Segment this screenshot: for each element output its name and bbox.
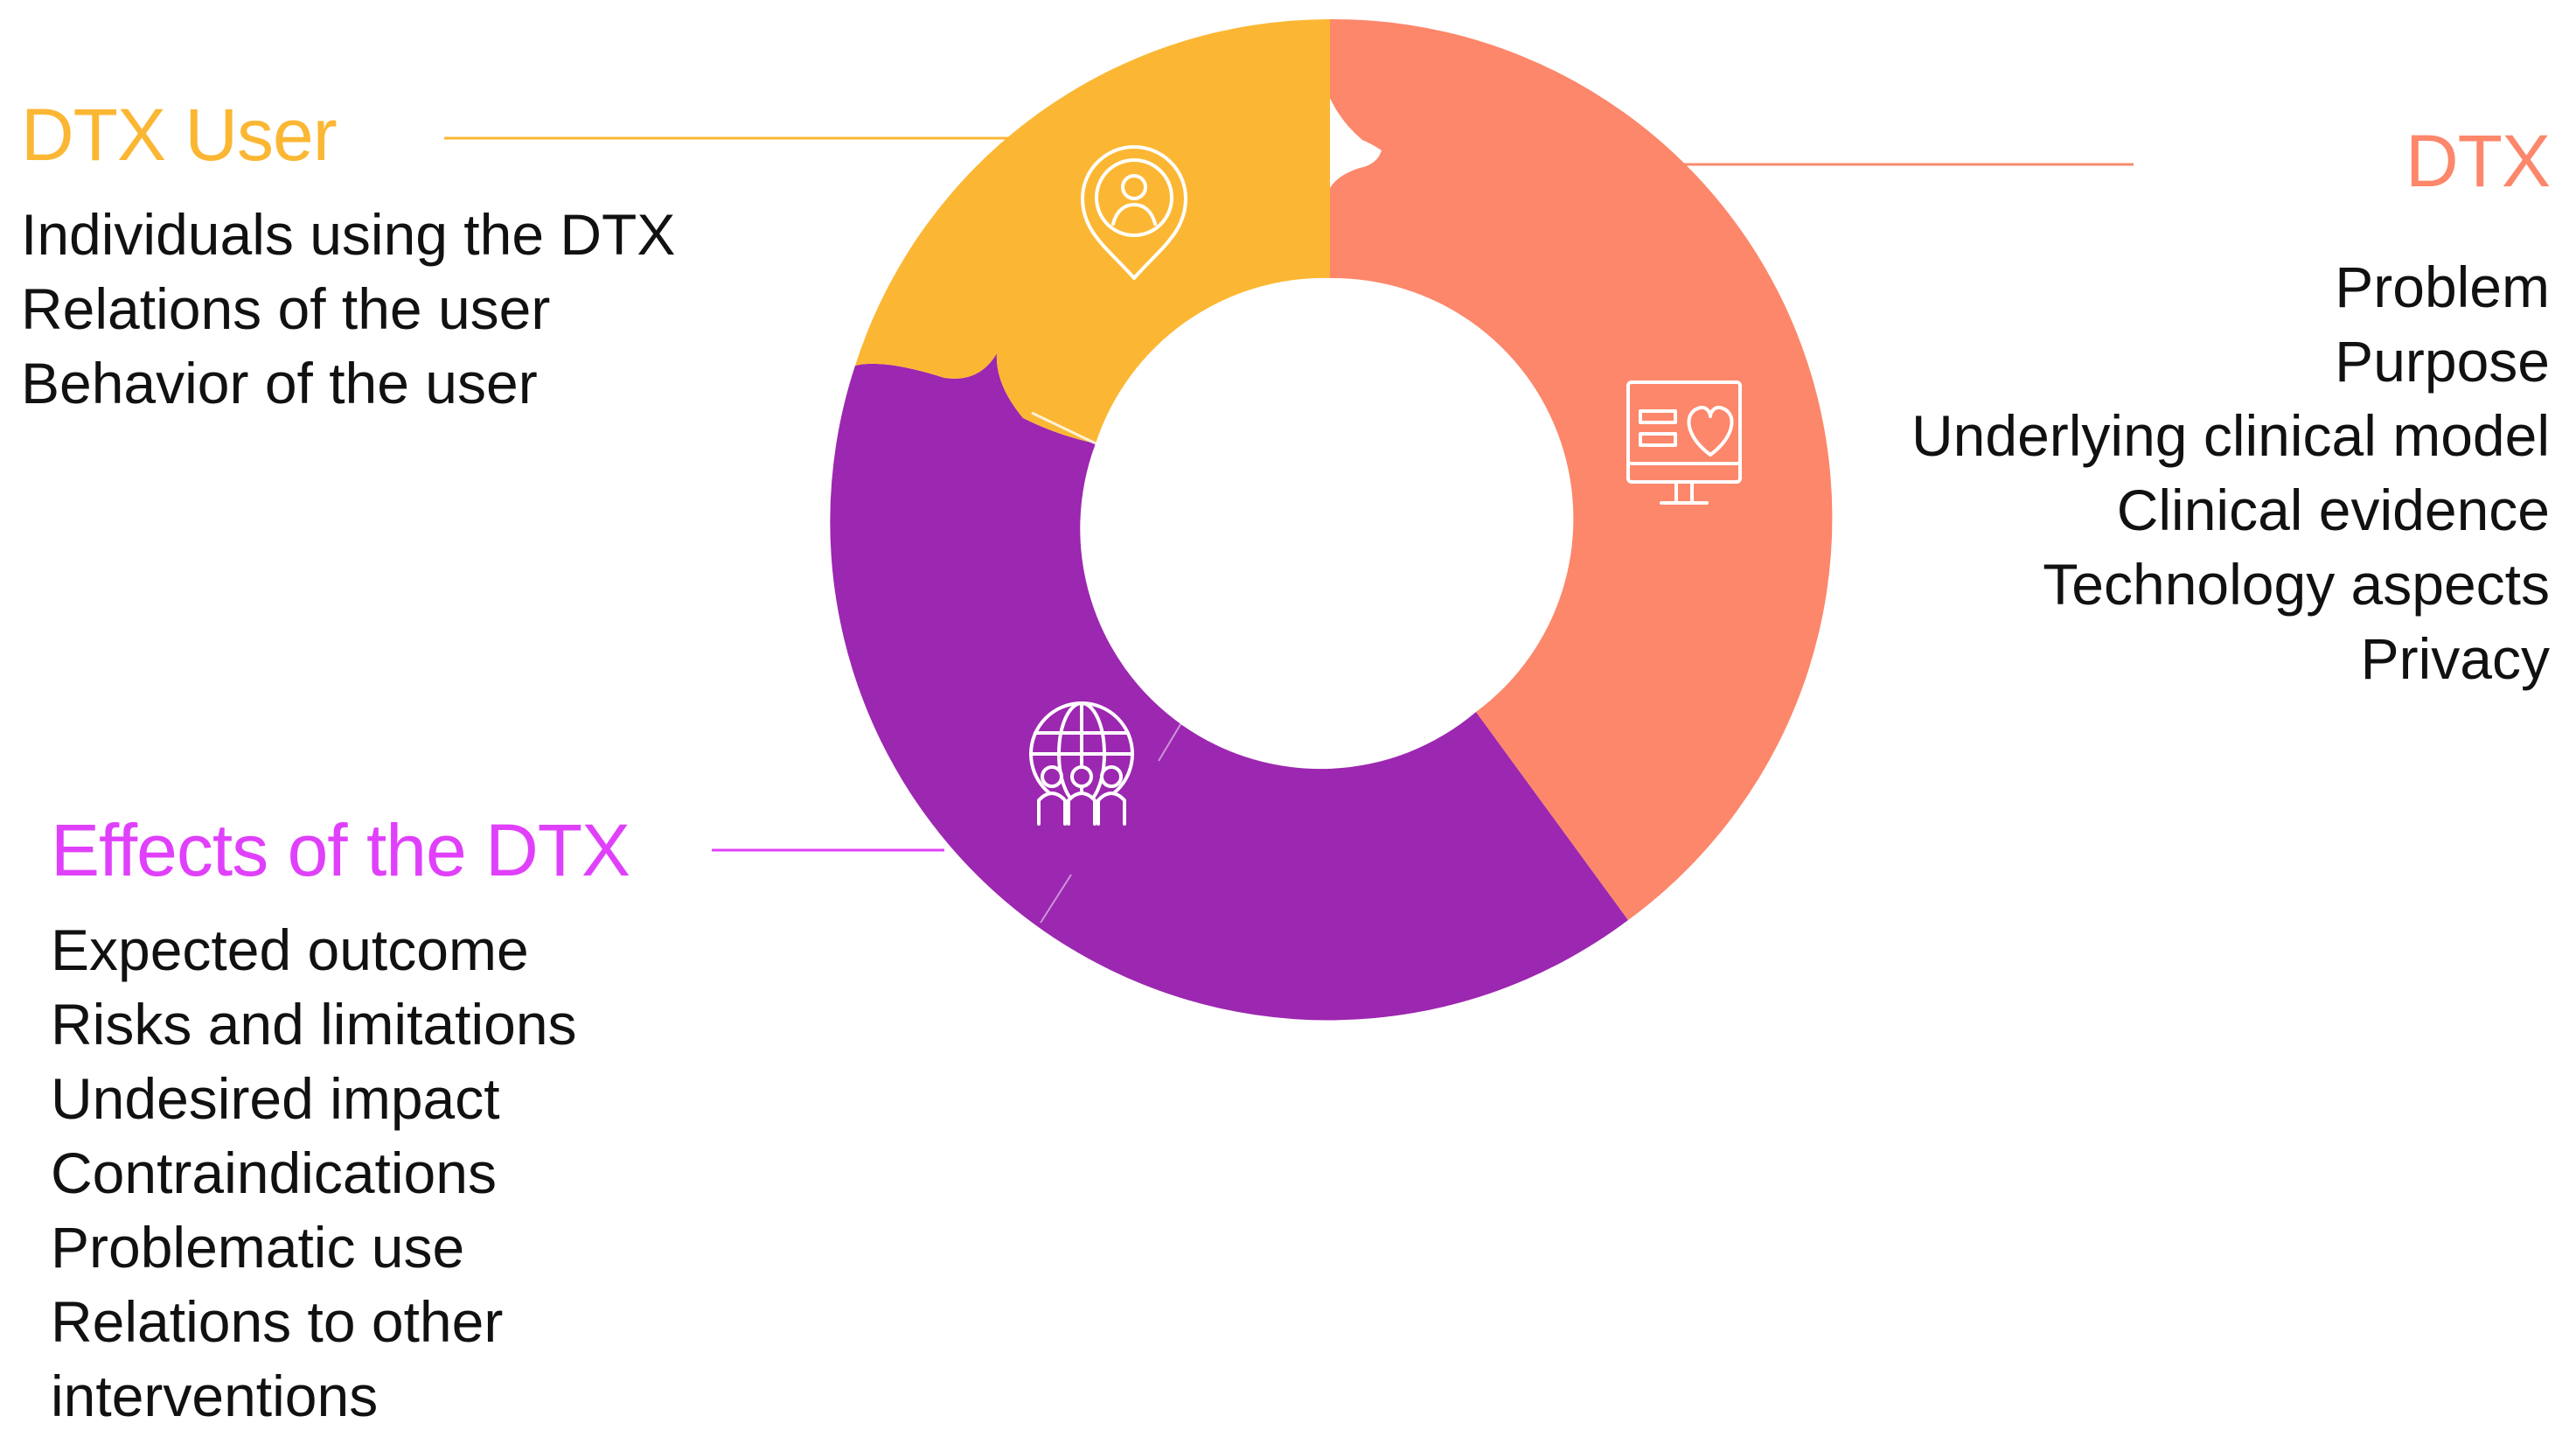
- effects-heading: Effects of the DTX: [51, 809, 630, 891]
- effects-item: interventions: [51, 1364, 379, 1428]
- effects-item: Problematic use: [51, 1215, 465, 1280]
- dtx-item: Purpose: [2335, 329, 2550, 394]
- donut-segment-effects: [830, 353, 1628, 1021]
- effects-item: Relations to other: [51, 1289, 504, 1354]
- dtx-user-item: Behavior of the user: [21, 351, 538, 415]
- dtx-item: Technology aspects: [2043, 552, 2550, 617]
- segment-divider: [1031, 411, 1097, 445]
- donut-segment-dtx: [1330, 18, 1833, 921]
- effects-item: Undesired impact: [51, 1066, 500, 1131]
- dtx-item: Clinical evidence: [2116, 478, 2550, 542]
- dtx-item: Privacy: [2360, 626, 2550, 691]
- dtx-user-text-block: DTX User Individuals using the DTX Relat…: [21, 98, 675, 421]
- monitor-heart-icon: [1626, 380, 1742, 505]
- donut-ring: [830, 18, 1833, 1021]
- dtx-item: Underlying clinical model: [1911, 403, 2550, 468]
- segment-divider: [1040, 874, 1072, 924]
- segment-divider: [1158, 716, 1186, 762]
- dtx-item: Problem: [2335, 255, 2550, 319]
- effects-item: Contraindications: [51, 1141, 497, 1205]
- dtx-user-item: Individuals using the DTX: [21, 202, 676, 267]
- effects-item: Expected outcome: [51, 917, 529, 982]
- effects-item: Risks and limitations: [51, 992, 577, 1057]
- dtx-user-item: Relations of the user: [21, 276, 551, 341]
- people-globe-icon: [1029, 701, 1134, 826]
- dtx-heading: DTX: [2405, 120, 2551, 202]
- dtx-text-block: DTX Problem Purpose Underlying clinical …: [1911, 120, 2551, 696]
- user-location-pin-icon: [1081, 145, 1187, 280]
- effects-text-block: Effects of the DTX Expected outcome Risk…: [51, 813, 630, 1434]
- dtx-user-heading: DTX User: [21, 94, 338, 176]
